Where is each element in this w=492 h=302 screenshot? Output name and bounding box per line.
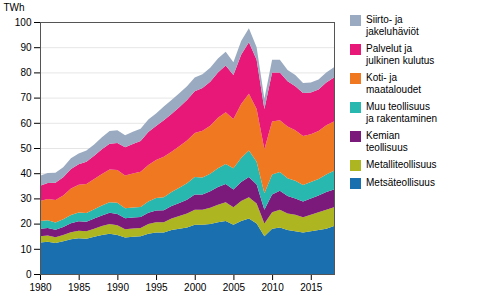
- html-text:Metalliteollisuus: Metalliteollisuus: [366, 159, 437, 170]
- svg-text:30: 30: [20, 193, 32, 204]
- svg-text:20: 20: [20, 218, 32, 229]
- svg-text:10: 10: [20, 244, 32, 255]
- svg-text:60: 60: [20, 118, 32, 129]
- html-text:Metsäteollisuus: Metsäteollisuus: [366, 177, 435, 188]
- svg-text:1995: 1995: [145, 282, 168, 293]
- svg-text:1980: 1980: [29, 282, 52, 293]
- svg-text:2005: 2005: [223, 282, 246, 293]
- svg-text:0: 0: [26, 269, 32, 280]
- svg-text:100: 100: [15, 17, 32, 28]
- svg-text:50: 50: [20, 143, 32, 154]
- svg-text:1990: 1990: [107, 282, 130, 293]
- svg-text:40: 40: [20, 168, 32, 179]
- svg-text:80: 80: [20, 67, 32, 78]
- html-text:Kemian teollisuus: Kemian teollisuus: [366, 130, 408, 153]
- html-text:Siirto- ja jakeluhäviöt: Siirto- ja jakeluhäviöt: [366, 14, 419, 37]
- svg-text:2000: 2000: [184, 282, 207, 293]
- svg-text:2010: 2010: [261, 282, 284, 293]
- html-text:Muu teollisuus ja rakentaminen: Muu teollisuus ja rakentaminen: [366, 101, 438, 124]
- svg-text:90: 90: [20, 42, 32, 53]
- html-text:Palvelut ja julkinen kulutus: Palvelut ja julkinen kulutus: [366, 43, 435, 66]
- svg-text:TWh: TWh: [4, 2, 25, 13]
- svg-text:1985: 1985: [68, 282, 91, 293]
- svg-text:70: 70: [20, 92, 32, 103]
- svg-text:2015: 2015: [300, 282, 323, 293]
- html-text:Koti- ja maataloudet: Koti- ja maataloudet: [366, 72, 421, 95]
